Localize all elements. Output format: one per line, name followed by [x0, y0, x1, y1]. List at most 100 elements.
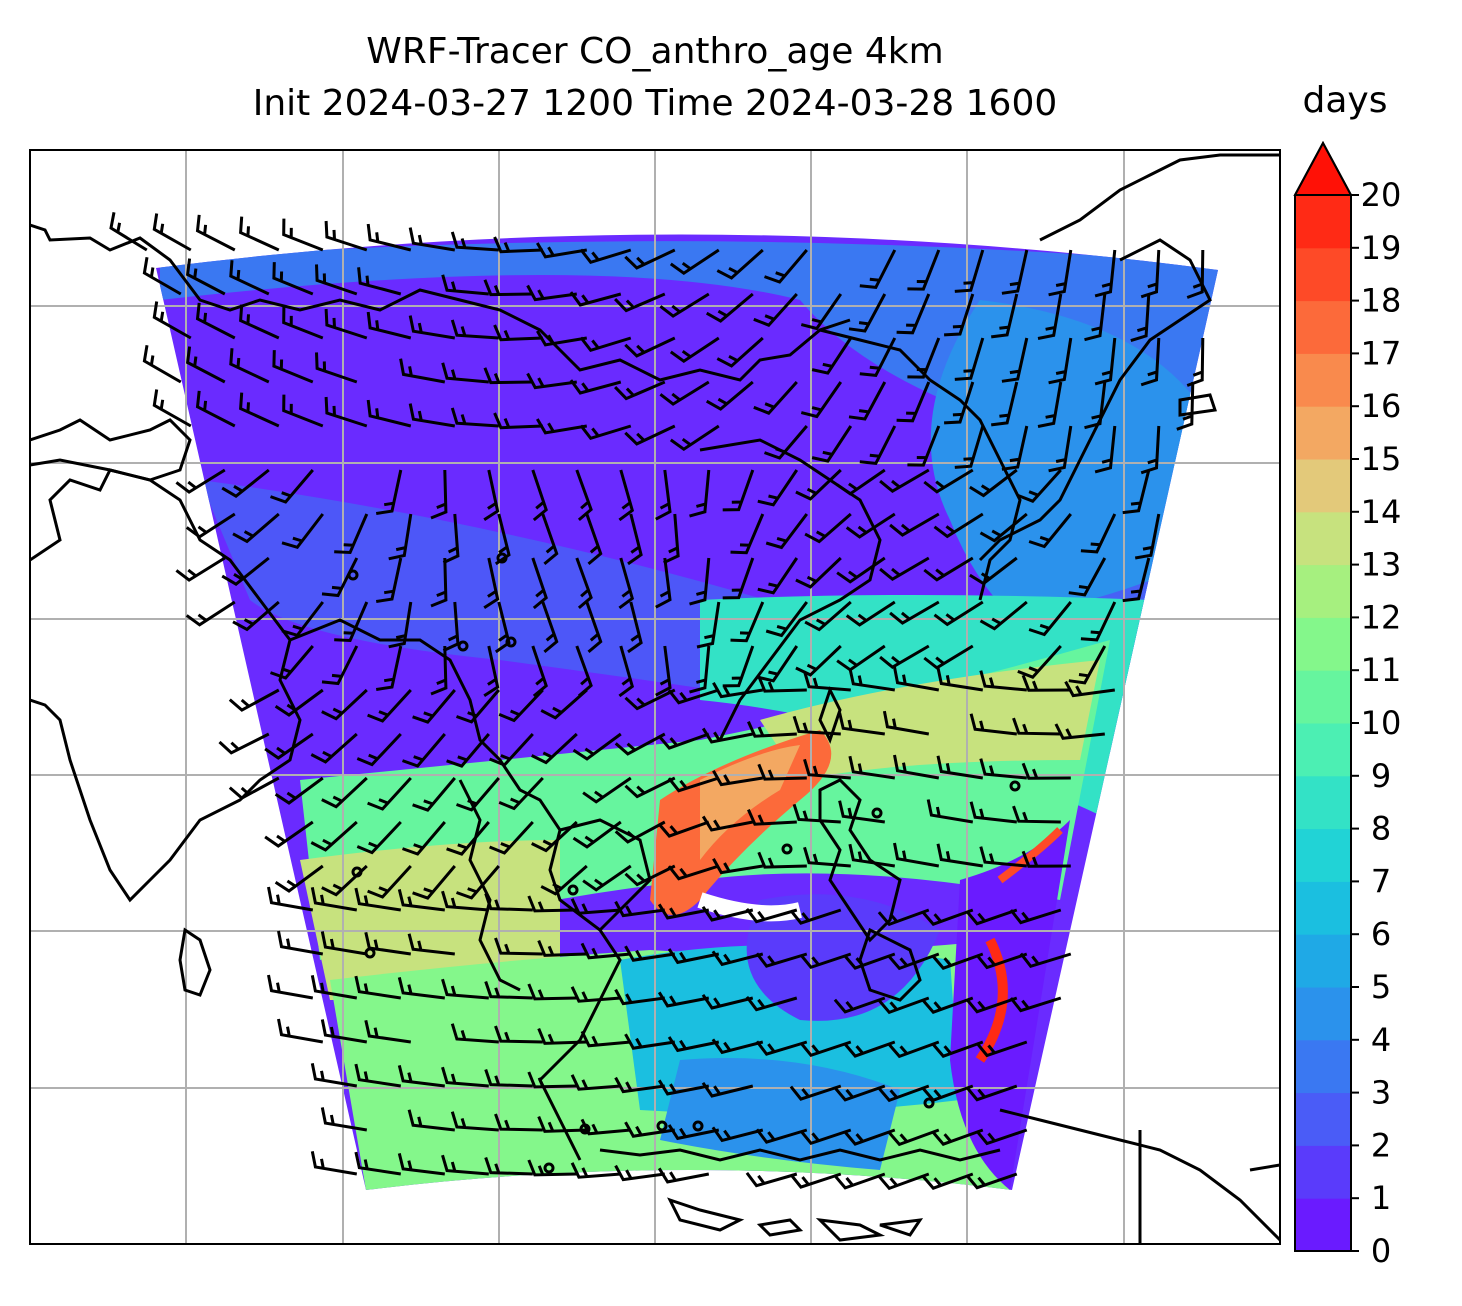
colorbar-segment [1295, 828, 1351, 882]
colorbar-segment [1295, 775, 1351, 830]
wind-barb [572, 732, 622, 761]
wind-barb [954, 337, 985, 381]
wind-barb [745, 996, 798, 1012]
wind-barb [757, 763, 807, 781]
wind-barb [1028, 601, 1072, 637]
wind-barb [282, 218, 324, 252]
wind-barb [541, 513, 559, 566]
wind-barb [833, 996, 886, 1014]
colorbar-segment [1295, 1092, 1351, 1146]
wind-barb [657, 1079, 710, 1096]
wind-barb [579, 336, 632, 353]
wind-barb [315, 352, 358, 384]
wind-barb [526, 284, 578, 302]
wind-barb [536, 330, 588, 347]
wind-barb [320, 1019, 368, 1044]
wind-barb [455, 689, 500, 724]
wind-barb [142, 256, 182, 296]
colorbar-segment [1295, 881, 1351, 935]
wind-barb [356, 732, 402, 767]
wind-barb [269, 469, 314, 504]
colorbar-tick-label: 7 [1371, 862, 1391, 900]
wind-barb [618, 469, 635, 522]
coastlines [30, 153, 1280, 1244]
wind-barb [747, 720, 797, 738]
wind-barb [152, 389, 192, 428]
wind-barb [689, 469, 711, 518]
wind-barb [441, 1066, 489, 1088]
wind-barb [483, 557, 500, 610]
wind-barb [614, 820, 666, 844]
wind-barb [526, 372, 578, 390]
wind-barb [879, 644, 930, 670]
wind-barb [397, 1065, 445, 1088]
wind-barb [531, 732, 578, 765]
wind-barb [1009, 908, 1062, 925]
wind-barb [579, 248, 632, 265]
wind-barb [450, 231, 499, 252]
wind-barb [792, 803, 841, 824]
colorbar-tick-label: 14 [1361, 493, 1402, 531]
wind-barb [944, 381, 975, 425]
wind-barb [755, 1040, 808, 1056]
wind-barb [1140, 425, 1161, 475]
wind-barb [1048, 425, 1073, 473]
wind-barb [618, 557, 635, 610]
wind-barb [282, 394, 324, 428]
wind-barb [614, 1076, 666, 1094]
wind-barb [537, 940, 587, 957]
wind-barb [944, 293, 975, 337]
wind-barb [879, 468, 930, 494]
wind-barb [531, 557, 548, 610]
wind-barb [931, 952, 984, 970]
wind-barb [969, 468, 1018, 498]
wind-barb [1130, 293, 1151, 343]
wind-barb [536, 418, 588, 435]
wind-barb [803, 670, 851, 692]
wind-barb [701, 727, 754, 744]
wind-barb [757, 645, 799, 683]
wind-barb [667, 864, 720, 881]
wind-barb [979, 846, 1027, 868]
wind-barb [614, 1164, 666, 1182]
wind-barb [484, 893, 533, 912]
wind-barb [185, 600, 236, 627]
wind-barb [659, 380, 710, 406]
wind-barb [175, 556, 226, 582]
wind-barb [624, 248, 676, 270]
colorbar-segment [1295, 511, 1351, 566]
wind-barb [757, 469, 799, 507]
wind-barb [446, 733, 490, 768]
wind-barb [1012, 717, 1061, 736]
colorbar-tick-label: 19 [1361, 229, 1402, 267]
wind-barb [570, 898, 621, 915]
wind-barb [711, 1126, 764, 1143]
wind-barb [228, 776, 280, 800]
wind-barb [757, 557, 799, 595]
wind-barb [979, 512, 1028, 543]
wind-barb [441, 274, 489, 296]
wind-barb [663, 513, 680, 565]
wind-barb [799, 1128, 852, 1146]
colorbar-units-label: days [1302, 80, 1388, 121]
colorbar-segment [1295, 300, 1351, 354]
wind-barb [450, 407, 499, 428]
wind-barb [1028, 513, 1072, 549]
wind-barb [614, 380, 666, 401]
wind-barb [1048, 337, 1073, 385]
wind-barb [799, 952, 852, 970]
wind-barb [933, 512, 984, 539]
wind-barb [1080, 513, 1117, 554]
wind-barb [264, 820, 314, 848]
colorbar-segment [1295, 617, 1351, 671]
wind-barb [569, 291, 622, 307]
wind-barb [310, 820, 358, 852]
wind-barb [310, 1151, 358, 1176]
wind-barb [218, 732, 270, 755]
colorbar-segments [1295, 195, 1351, 1252]
wind-barb [334, 513, 369, 555]
wind-barb [366, 399, 412, 428]
wind-barb [575, 469, 593, 522]
wind-barb [541, 601, 559, 654]
wind-barb [367, 776, 412, 811]
